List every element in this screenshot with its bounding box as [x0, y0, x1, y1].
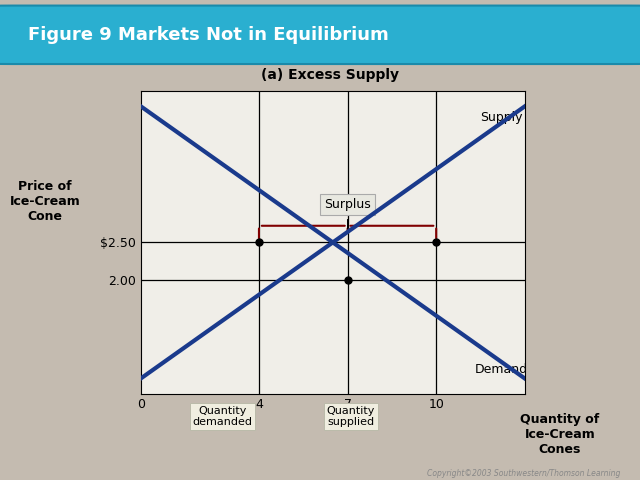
Text: Figure 9 Markets Not in Equilibrium: Figure 9 Markets Not in Equilibrium — [28, 26, 389, 44]
Text: (a) Excess Supply: (a) Excess Supply — [260, 68, 399, 82]
FancyBboxPatch shape — [0, 6, 640, 64]
Text: Price of
Ice-Cream
Cone: Price of Ice-Cream Cone — [10, 180, 80, 223]
Text: Quantity of
Ice-Cream
Cones: Quantity of Ice-Cream Cones — [520, 413, 600, 456]
Text: Demand: Demand — [475, 363, 528, 376]
Text: Quantity
demanded: Quantity demanded — [193, 406, 253, 427]
Text: Copyright©2003 Southwestern/Thomson Learning: Copyright©2003 Southwestern/Thomson Lear… — [428, 468, 621, 478]
Text: Surplus: Surplus — [324, 198, 371, 211]
Text: Supply: Supply — [480, 111, 522, 124]
Text: Quantity
supplied: Quantity supplied — [326, 406, 375, 427]
